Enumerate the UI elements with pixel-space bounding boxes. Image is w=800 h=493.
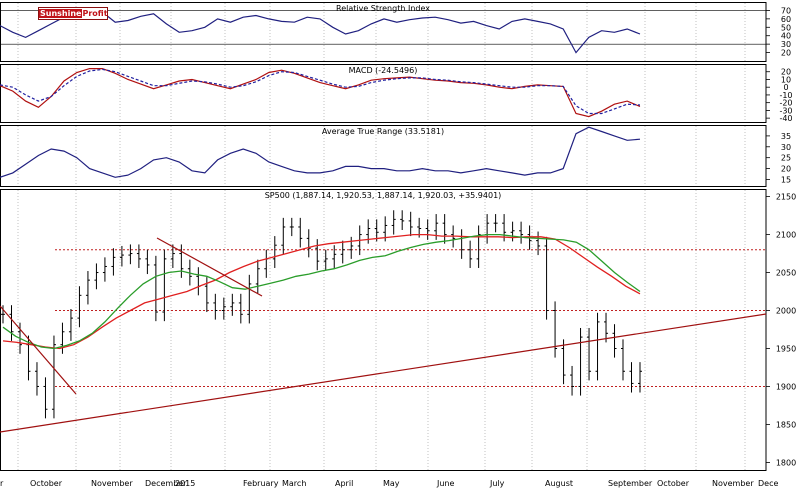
panel-title: MACD (-24.5496) xyxy=(349,66,418,75)
y-tick-label: 40 xyxy=(781,32,791,41)
y-tick-label: -30 xyxy=(779,106,792,115)
y-tick-label: 2050 xyxy=(776,269,796,278)
panel-frame xyxy=(0,125,767,187)
sunshine-profits-logo: SunshineProfits.com xyxy=(38,7,108,20)
x-axis-label: October xyxy=(657,479,690,488)
y-tick-label: 25 xyxy=(781,154,791,163)
y-tick-label: 35 xyxy=(781,132,791,141)
logo-part1: Sunshine xyxy=(39,9,83,18)
x-axis-label: r xyxy=(0,479,4,488)
y-tick-label: 15 xyxy=(781,175,791,184)
x-axis-label: December xyxy=(145,479,187,488)
x-axis-label: March xyxy=(282,479,306,488)
y-tick-label: 2100 xyxy=(776,231,796,240)
declining-trendline xyxy=(156,237,263,297)
y-tick-label: -10 xyxy=(779,91,792,100)
long-moving-average-line xyxy=(2,233,641,350)
y-tick-label: 1850 xyxy=(776,420,796,429)
panel-3: 1800 1850 1900 1950 2000 2050 2100 2150 SP500 (1… xyxy=(0,189,796,471)
panel-title: Average True Range (33.5181) xyxy=(322,127,444,136)
x-axis-label: October xyxy=(30,479,63,488)
x-axis-label: June xyxy=(436,479,455,488)
x-axis-label: 2015 xyxy=(175,479,195,488)
logo-part2: Profits.com xyxy=(82,9,108,18)
rising-support-trendline xyxy=(0,313,767,433)
panel-frame xyxy=(0,64,767,123)
panel-frame xyxy=(0,2,767,62)
declining-trendline-early xyxy=(0,305,77,395)
macd-signal-line xyxy=(0,68,641,115)
y-tick-label: 20 xyxy=(781,49,791,58)
macd-line xyxy=(0,67,641,118)
y-tick-label: 0 xyxy=(783,83,788,92)
x-axis-label: November xyxy=(712,479,754,488)
y-tick-label: -20 xyxy=(779,99,792,108)
atr-line xyxy=(0,126,641,178)
y-tick-label: 10 xyxy=(781,75,791,84)
x-axis-label: April xyxy=(335,479,353,488)
x-axis-label: November xyxy=(91,479,133,488)
x-axis-label: Dece xyxy=(758,479,778,488)
y-tick-label: -40 xyxy=(779,114,792,123)
x-axis-label: August xyxy=(545,479,573,488)
y-tick-label: 1950 xyxy=(776,344,796,353)
y-tick-label: 60 xyxy=(781,15,791,24)
y-tick-label: 20 xyxy=(781,165,791,174)
y-tick-label: 2000 xyxy=(776,307,796,316)
y-tick-label: 70 xyxy=(781,6,791,15)
y-tick-label: 1800 xyxy=(776,458,796,467)
panel-title: SP500 (1,887.14, 1,920.53, 1,887.14, 1,9… xyxy=(265,191,502,200)
y-tick-label: 30 xyxy=(781,143,791,152)
y-tick-label: 2150 xyxy=(776,193,796,202)
x-axis-label: May xyxy=(383,479,400,488)
x-axis-label: February xyxy=(243,479,279,488)
short-moving-average-line xyxy=(2,233,641,350)
x-axis-label: July xyxy=(489,479,505,488)
y-tick-label: 30 xyxy=(781,40,791,49)
x-axis-label: September xyxy=(608,479,653,488)
panel-title: Relative Strength Index xyxy=(336,4,430,13)
y-tick-label: 1900 xyxy=(776,382,796,391)
y-tick-label: 50 xyxy=(781,23,791,32)
y-tick-label: 20 xyxy=(781,68,791,77)
